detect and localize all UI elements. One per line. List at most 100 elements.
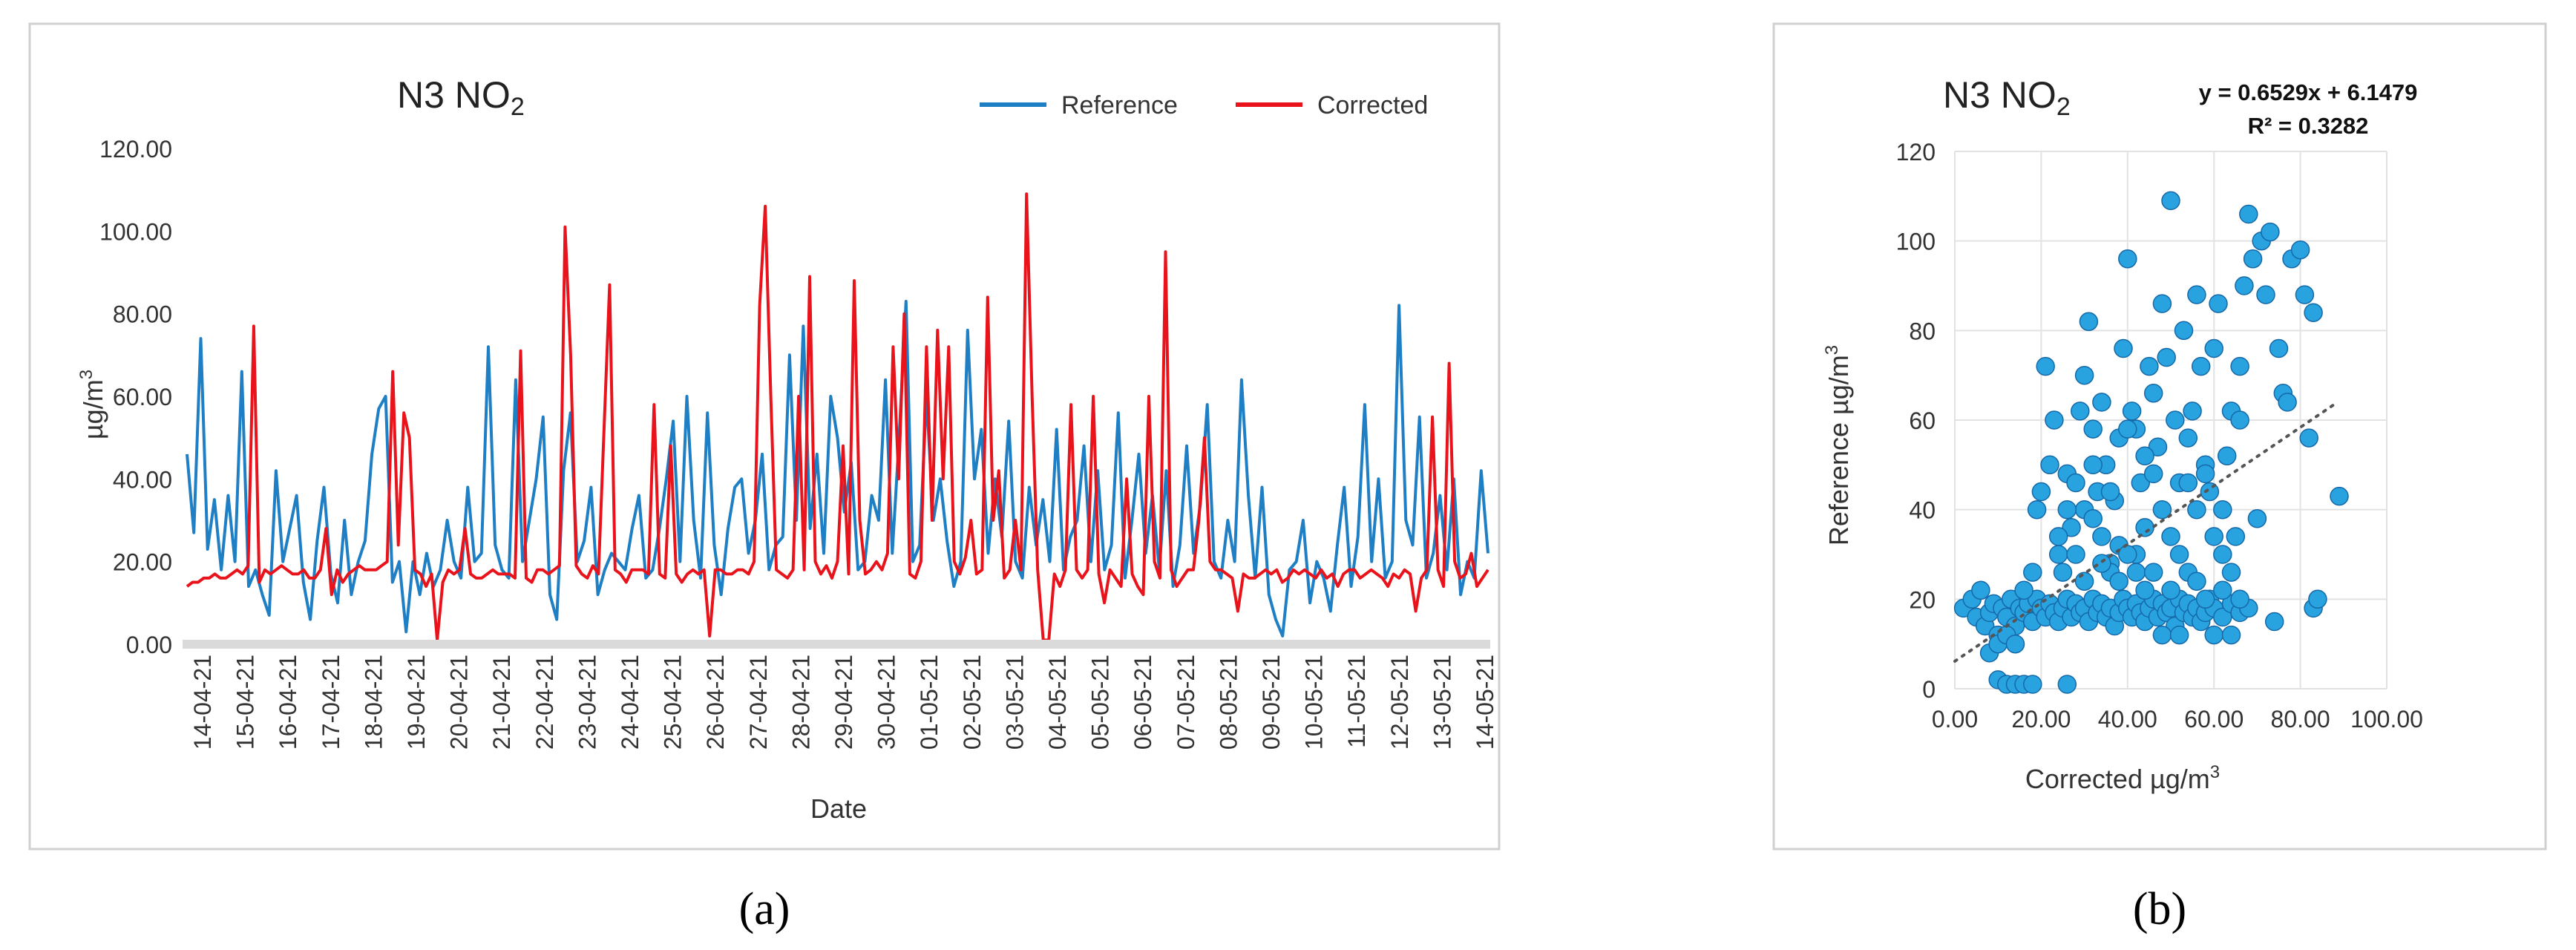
line-y-tick-label: 60.00: [113, 384, 172, 410]
scatter-point: [2066, 545, 2085, 564]
scatter-point: [2079, 312, 2099, 332]
line-x-axis-label: Date: [810, 793, 867, 824]
scatter-point: [2187, 571, 2206, 591]
scatter-point: [2195, 464, 2215, 484]
scatter-point: [2308, 589, 2327, 609]
scatter-point: [2204, 338, 2223, 358]
scatter-point: [2118, 419, 2137, 439]
scatter-point: [2183, 402, 2202, 421]
line-x-tick-label: 12-05-21: [1386, 655, 1413, 750]
scatter-point: [2135, 518, 2154, 537]
line-x-tick-label: 03-05-21: [1001, 655, 1028, 750]
scatter-point: [2264, 612, 2284, 632]
scatter-point: [2187, 499, 2206, 520]
line-y-tick-label: 0.00: [126, 632, 172, 658]
line-x-tick-label: 16-04-21: [275, 655, 301, 750]
scatter-x-tick-label: 40.00: [2098, 706, 2157, 733]
scatter-point: [2143, 563, 2163, 582]
line-x-tick-label: 08-05-21: [1215, 655, 1242, 750]
scatter-x-axis-label: Corrected µg/m3: [2025, 762, 2220, 794]
scatter-point: [2209, 294, 2228, 313]
scatter-point: [2031, 482, 2051, 502]
scatter-point: [2290, 240, 2310, 260]
line-x-tick-label: 14-04-21: [189, 655, 216, 750]
scatter-point: [2143, 464, 2163, 484]
scatter-point: [2230, 589, 2249, 609]
line-x-axis: [183, 640, 1490, 649]
scatter-point: [2152, 625, 2172, 645]
scatter-point: [2100, 482, 2120, 502]
line-x-tick-label: 29-04-21: [830, 655, 857, 750]
r-squared: R² = 0.3282: [2248, 113, 2369, 139]
scatter-y-tick-label: 80: [1909, 318, 1936, 344]
scatter-point: [2045, 410, 2064, 430]
scatter-point: [2023, 675, 2042, 694]
line-x-tick-label: 30-04-21: [874, 655, 900, 750]
line-x-tick-label: 09-05-21: [1258, 655, 1285, 750]
caption-a: (a): [739, 884, 790, 934]
scatter-y-axis-label: Reference µg/m3: [1822, 345, 1854, 546]
scatter-point: [2221, 625, 2241, 645]
scatter-point: [2221, 563, 2241, 582]
scatter-point: [2299, 428, 2318, 448]
scatter-point: [2083, 508, 2103, 528]
line-x-tick-label: 02-05-21: [959, 655, 986, 750]
scatter-point: [2166, 410, 2185, 430]
scatter-point: [2213, 580, 2232, 600]
line-x-tick-label: 10-05-21: [1301, 655, 1328, 750]
panel-a-frame: [28, 22, 1501, 851]
scatter-point: [2074, 365, 2094, 385]
scatter-point: [2114, 338, 2133, 358]
scatter-point: [2092, 554, 2111, 573]
scatter-point: [2230, 356, 2249, 376]
line-x-tick-label: 01-05-21: [916, 655, 943, 750]
scatter-point: [2083, 455, 2103, 475]
scatter-point: [2066, 473, 2085, 493]
line-x-tick-label: 21-04-21: [488, 655, 515, 750]
scatter-point: [2191, 356, 2211, 376]
scatter-point: [2005, 634, 2025, 654]
scatter-point: [2053, 563, 2073, 582]
scatter-point: [2092, 393, 2111, 412]
line-x-tick-label: 13-05-21: [1429, 655, 1455, 750]
line-y-ticks: 0.00 20.00 40.00 60.00 80.00 100.00 120.00: [99, 136, 172, 658]
scatter-ticks: 0 20 40 60 80 100 120 0.00 20.00 40.00 60.00 80.00 1…: [1896, 139, 2423, 733]
scatter-point: [2152, 499, 2172, 520]
scatter-point: [2161, 527, 2180, 546]
scatter-point: [2235, 276, 2254, 295]
scatter-point: [2074, 571, 2094, 591]
scatter-point: [2157, 347, 2176, 367]
scatter-x-tick-label: 20.00: [2011, 706, 2071, 733]
line-x-tick-label: 07-05-21: [1173, 655, 1199, 750]
scatter-point: [2187, 285, 2206, 304]
line-series-group: [186, 192, 1489, 642]
line-x-tick-label: 24-04-21: [617, 655, 643, 750]
scatter-point: [2014, 580, 2033, 600]
scatter-point: [2036, 356, 2055, 376]
scatter-point: [2247, 508, 2267, 528]
scatter-point: [2057, 499, 2077, 520]
scatter-point: [2174, 321, 2194, 341]
line-x-tick-label: 18-04-21: [360, 655, 387, 750]
series-line-reference: [186, 300, 1489, 638]
scatter-points-group: [1953, 191, 2349, 694]
scatter-point: [2213, 499, 2232, 520]
scatter-point: [2204, 625, 2223, 645]
scatter-point: [2148, 437, 2168, 456]
caption-b: (b): [2133, 884, 2186, 934]
legend-corrected-label: Corrected: [1317, 91, 1428, 119]
scatter-point: [2023, 563, 2042, 582]
line-y-tick-label: 40.00: [113, 466, 172, 493]
scatter-point: [2109, 571, 2128, 591]
line-chart-title: N3 NO2: [397, 74, 525, 121]
legend-reference-label: Reference: [1061, 91, 1178, 119]
scatter-point: [2126, 563, 2146, 582]
scatter-point: [2304, 303, 2323, 322]
scatter-point: [2131, 473, 2151, 493]
line-x-tick-label: 11-05-21: [1343, 655, 1370, 748]
line-x-tick-label: 15-04-21: [232, 655, 259, 750]
scatter-point: [2213, 607, 2232, 627]
scatter-point: [2169, 545, 2189, 564]
scatter-point: [2243, 249, 2263, 269]
scatter-point: [2256, 285, 2275, 304]
